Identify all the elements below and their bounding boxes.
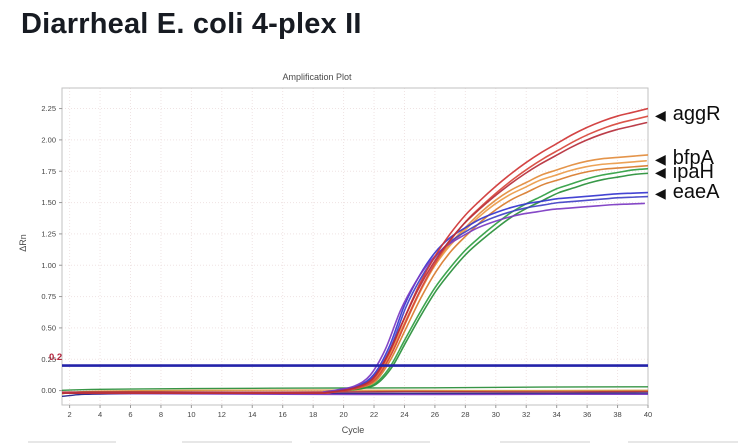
svg-text:26: 26	[431, 410, 439, 419]
cropped-content-edge	[182, 441, 292, 443]
curve-label-text: eaeA	[672, 181, 720, 204]
svg-text:0.00: 0.00	[41, 386, 56, 395]
curve-label-aggR: ◀ aggR	[655, 103, 721, 126]
svg-text:36: 36	[583, 410, 591, 419]
svg-text:2: 2	[68, 410, 72, 419]
left-arrow-icon: ◀	[655, 184, 666, 201]
svg-text:2.25: 2.25	[41, 104, 56, 113]
svg-text:18: 18	[309, 410, 317, 419]
y-axis-label: ΔRn	[17, 234, 28, 252]
svg-text:38: 38	[613, 410, 621, 419]
svg-text:28: 28	[461, 410, 469, 419]
svg-text:4: 4	[98, 410, 102, 419]
svg-text:0.25: 0.25	[41, 355, 56, 364]
svg-text:16: 16	[279, 410, 287, 419]
svg-text:10: 10	[187, 410, 195, 419]
curve-label-ipaH: ◀ ipaH	[655, 161, 714, 183]
cropped-content-edge	[500, 441, 590, 443]
cropped-content-edge	[28, 441, 116, 443]
svg-text:1.50: 1.50	[41, 198, 56, 207]
svg-text:24: 24	[400, 410, 408, 419]
svg-text:30: 30	[492, 410, 500, 419]
svg-text:0.75: 0.75	[41, 292, 56, 301]
threshold-value-label: 0.2	[49, 352, 63, 363]
svg-text:12: 12	[218, 410, 226, 419]
curve-label-bfpA: ◀ bfpA	[655, 147, 714, 170]
svg-text:14: 14	[248, 410, 256, 419]
cropped-content-edge	[628, 441, 738, 443]
svg-text:20: 20	[339, 410, 347, 419]
x-axis-label: Cycle	[341, 425, 365, 435]
svg-text:22: 22	[370, 410, 378, 419]
svg-text:32: 32	[522, 410, 530, 419]
svg-text:1.75: 1.75	[41, 167, 56, 176]
page-title: Diarrheal E. coli 4-plex II	[21, 8, 362, 40]
svg-text:6: 6	[128, 410, 132, 419]
curve-label-text: bfpA	[672, 147, 714, 170]
curve-label-text: ipaH	[672, 160, 714, 183]
svg-text:2.00: 2.00	[41, 135, 56, 144]
cropped-content-edge	[310, 441, 430, 443]
svg-text:0.50: 0.50	[41, 324, 56, 333]
svg-text:1.25: 1.25	[41, 230, 56, 239]
svg-text:8: 8	[159, 410, 163, 419]
svg-text:34: 34	[553, 410, 561, 419]
svg-text:1.00: 1.00	[41, 261, 56, 270]
curve-label-eaeA: ◀ eaeA	[655, 181, 720, 204]
curve-label-text: aggR	[672, 103, 721, 126]
chart-title: Amplification Plot	[282, 72, 352, 82]
left-arrow-icon: ◀	[655, 106, 666, 123]
left-arrow-icon: ◀	[655, 150, 666, 167]
svg-text:40: 40	[644, 410, 652, 419]
left-arrow-icon: ◀	[655, 164, 666, 181]
